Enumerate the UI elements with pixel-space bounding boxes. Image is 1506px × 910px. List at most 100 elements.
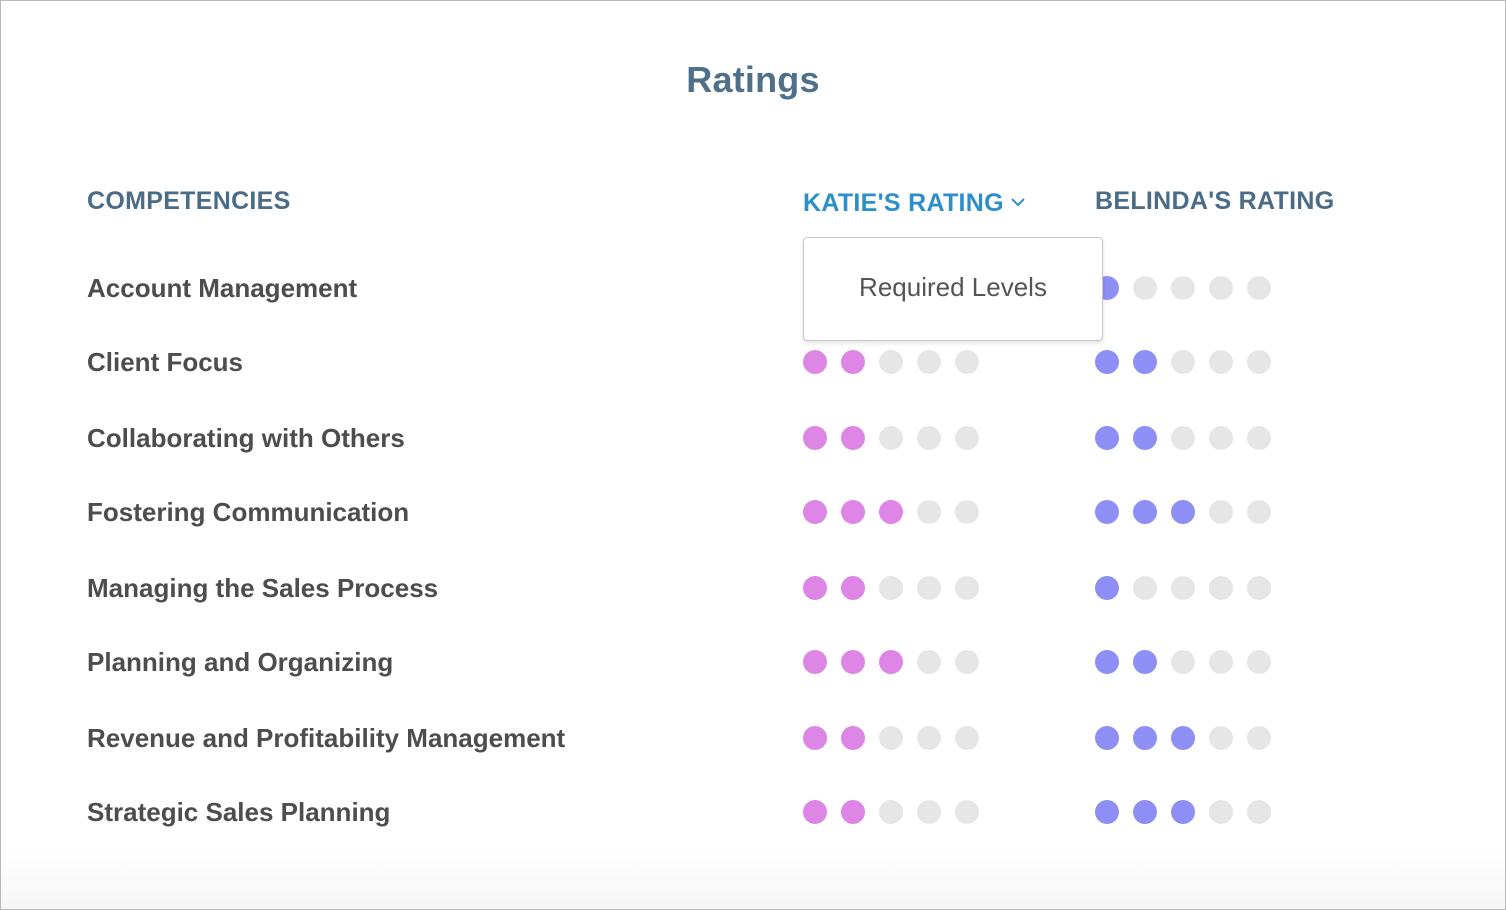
competency-row: Strategic Sales Planning <box>1 792 1505 832</box>
competency-row: Managing the Sales Process <box>1 568 1505 608</box>
chevron-down-icon <box>1010 186 1026 215</box>
rating-dot-filled <box>841 576 865 600</box>
rating-dot-empty <box>955 800 979 824</box>
rating-dot-filled <box>1133 800 1157 824</box>
belinda-rating-dots <box>1095 500 1271 524</box>
rating-dot-empty <box>955 500 979 524</box>
competency-label: Planning and Organizing <box>87 647 394 677</box>
rating-dot-empty <box>1209 500 1233 524</box>
rating-dot-filled <box>803 726 827 750</box>
rating-dot-filled <box>803 350 827 374</box>
competency-label: Strategic Sales Planning <box>87 797 391 827</box>
rating-dot-filled <box>1095 426 1119 450</box>
rating-dot-empty <box>879 726 903 750</box>
rating-dot-empty <box>955 426 979 450</box>
katie-rating-dropdown[interactable]: KATIE'S RATING <box>803 189 1026 218</box>
rating-dot-empty <box>1247 500 1271 524</box>
rating-dot-empty <box>1133 576 1157 600</box>
rating-dot-filled <box>1133 426 1157 450</box>
rating-dot-empty <box>1171 576 1195 600</box>
belinda-rating-dots <box>1095 800 1271 824</box>
rating-dot-filled <box>1095 350 1119 374</box>
rating-dot-empty <box>1209 276 1233 300</box>
katie-rating-dots <box>803 650 979 674</box>
belinda-rating-dots <box>1095 426 1271 450</box>
belinda-rating-dots <box>1095 726 1271 750</box>
competency-label: Collaborating with Others <box>87 423 405 453</box>
competency-row: Planning and Organizing <box>1 642 1505 682</box>
rating-dot-filled <box>1095 726 1119 750</box>
rating-dot-empty <box>917 576 941 600</box>
rating-dot-empty <box>879 576 903 600</box>
rating-dot-filled <box>841 726 865 750</box>
katie-rating-dots <box>803 500 979 524</box>
rating-dot-filled <box>841 500 865 524</box>
katie-rating-dots <box>803 350 979 374</box>
rating-dot-empty <box>1171 650 1195 674</box>
rating-dot-empty <box>879 426 903 450</box>
rating-dot-empty <box>1133 276 1157 300</box>
katie-rating-label: KATIE'S RATING <box>803 189 1004 217</box>
rating-dot-empty <box>917 800 941 824</box>
rating-dot-filled <box>879 650 903 674</box>
rating-dot-empty <box>1209 576 1233 600</box>
rating-dot-filled <box>841 800 865 824</box>
rating-dot-filled <box>879 500 903 524</box>
competency-label: Account Management <box>87 273 358 303</box>
competency-row: Account Management <box>1 268 1505 308</box>
rating-dot-filled <box>1171 800 1195 824</box>
competency-label: Fostering Communication <box>87 497 410 527</box>
rating-dot-empty <box>917 650 941 674</box>
rating-dot-empty <box>1247 800 1271 824</box>
rating-dot-filled <box>1133 650 1157 674</box>
competency-label: Client Focus <box>87 347 244 377</box>
menu-item-required-levels[interactable]: Required Levels <box>859 272 1047 302</box>
competency-row: Fostering Communication <box>1 492 1505 532</box>
rating-dot-filled <box>1171 726 1195 750</box>
rating-dot-filled <box>803 500 827 524</box>
rating-dot-empty <box>917 726 941 750</box>
rating-dot-empty <box>1247 350 1271 374</box>
rating-dot-empty <box>1171 350 1195 374</box>
rating-dot-empty <box>1209 650 1233 674</box>
belinda-rating-dots <box>1095 350 1271 374</box>
rating-dot-empty <box>1209 350 1233 374</box>
rating-dot-empty <box>1209 426 1233 450</box>
rating-dot-filled <box>803 650 827 674</box>
rating-dot-empty <box>955 350 979 374</box>
competency-row: Revenue and Profitability Management <box>1 718 1505 758</box>
page-title: Ratings <box>686 59 820 100</box>
rating-dot-filled <box>841 650 865 674</box>
competency-row: Collaborating with Others <box>1 418 1505 458</box>
rating-dot-filled <box>803 426 827 450</box>
competencies-column-header: COMPETENCIES <box>87 187 291 215</box>
rating-dot-empty <box>1171 276 1195 300</box>
katie-rating-dots <box>803 426 979 450</box>
rating-dot-filled <box>1095 500 1119 524</box>
katie-rating-dots <box>803 726 979 750</box>
competency-label: Revenue and Profitability Management <box>87 723 566 753</box>
rating-dot-empty <box>1247 650 1271 674</box>
belinda-rating-dots <box>1095 276 1271 300</box>
rating-dot-filled <box>1133 726 1157 750</box>
rating-dot-filled <box>841 350 865 374</box>
belinda-rating-dots <box>1095 576 1271 600</box>
rating-dot-filled <box>1095 576 1119 600</box>
rating-dot-filled <box>1133 500 1157 524</box>
belinda-rating-dots <box>1095 650 1271 674</box>
rating-dot-empty <box>1247 276 1271 300</box>
competency-label: Managing the Sales Process <box>87 573 439 603</box>
belinda-rating-column-header: BELINDA'S RATING <box>1095 187 1335 215</box>
rating-dot-empty <box>1247 726 1271 750</box>
rating-dot-empty <box>1209 726 1233 750</box>
rating-dot-filled <box>1171 500 1195 524</box>
rating-dot-filled <box>803 800 827 824</box>
rating-dot-empty <box>955 576 979 600</box>
rating-dot-empty <box>1171 426 1195 450</box>
rating-dot-filled <box>1095 650 1119 674</box>
rating-dot-empty <box>917 350 941 374</box>
katie-rating-dots <box>803 800 979 824</box>
rating-dropdown-menu: Required Levels <box>803 237 1103 341</box>
rating-dot-empty <box>1247 576 1271 600</box>
